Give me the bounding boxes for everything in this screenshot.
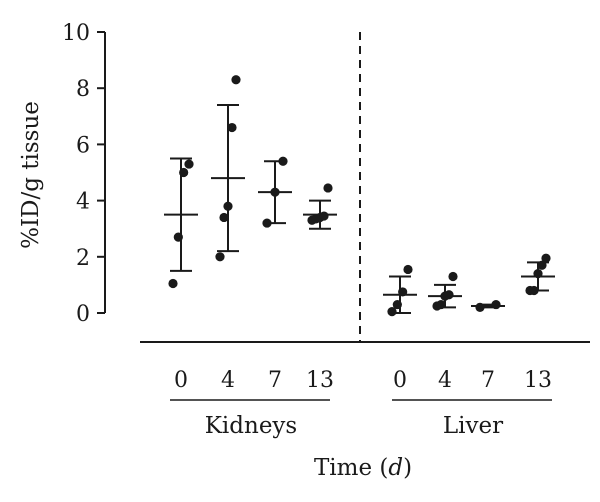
data-point <box>219 212 229 223</box>
group-labels: Kidneys Liver <box>170 399 552 439</box>
y-tick-label: 8 <box>76 77 90 102</box>
data-point <box>168 278 178 289</box>
data-point <box>173 232 183 242</box>
y-axis-ticks: 0 2 4 6 8 10 <box>62 21 105 327</box>
data-point <box>398 287 408 297</box>
y-tick-label: 2 <box>76 246 90 271</box>
data-point <box>270 187 280 197</box>
data-point <box>278 156 288 166</box>
data-point <box>537 260 547 270</box>
data-point <box>184 159 194 169</box>
data-point <box>541 253 551 263</box>
y-tick-label: 10 <box>62 21 90 46</box>
data-point <box>319 211 329 221</box>
data-point <box>529 285 539 296</box>
data-point <box>227 122 237 133</box>
x-axis-title: Time (d) <box>314 455 412 481</box>
data-point <box>491 299 501 310</box>
category-label: 7 <box>481 368 495 393</box>
data-point <box>448 271 458 282</box>
data-point <box>436 299 446 310</box>
data-point <box>323 183 333 193</box>
data-point <box>403 264 413 275</box>
x-axis-title-prefix: Time ( <box>314 455 388 481</box>
data-point <box>179 167 189 178</box>
category-label: 4 <box>438 368 452 393</box>
y-tick-label: 6 <box>76 133 90 158</box>
group-label: Liver <box>443 413 503 439</box>
y-axis-title: %ID/g tissue <box>18 101 44 249</box>
data-point <box>223 201 233 211</box>
y-tick-label: 0 <box>76 302 90 327</box>
data-point <box>475 302 485 312</box>
category-label: 7 <box>268 368 282 393</box>
data-point <box>215 252 225 262</box>
category-label: 13 <box>524 368 552 393</box>
y-tick-label: 4 <box>76 190 90 215</box>
data-point <box>444 290 454 300</box>
data-point <box>533 269 543 279</box>
data-point <box>262 218 272 228</box>
category-label: 0 <box>393 368 407 393</box>
category-label: 13 <box>306 368 334 393</box>
group-label: Kidneys <box>205 413 297 439</box>
data-point <box>231 75 241 85</box>
x-axis-title-suffix: ) <box>403 455 412 481</box>
category-label: 0 <box>174 368 188 393</box>
category-label: 4 <box>221 368 235 393</box>
category-labels: 0 4 7 13 0 4 7 13 <box>174 368 552 393</box>
x-axis-title-unit: d <box>388 455 403 481</box>
chart-marks <box>164 75 555 317</box>
data-point <box>387 306 397 317</box>
data-point <box>392 299 402 310</box>
